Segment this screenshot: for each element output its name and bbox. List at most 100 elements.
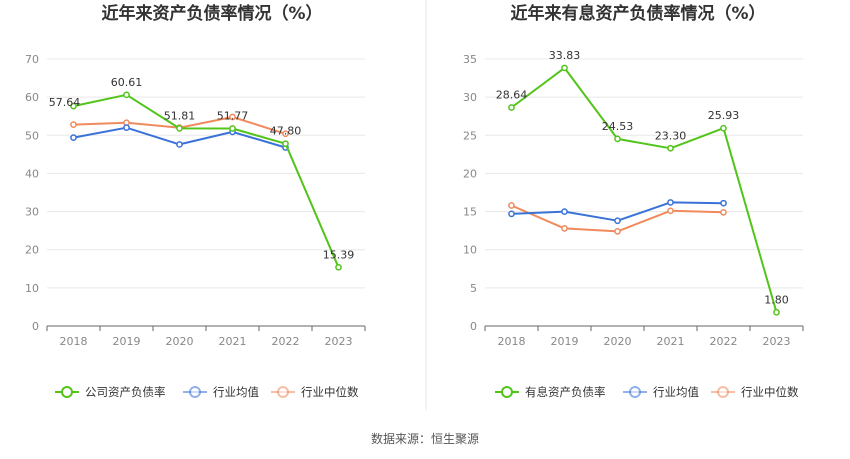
data-point	[282, 130, 289, 138]
data-label: 15.39	[323, 248, 355, 261]
data-point	[70, 102, 77, 110]
legend-item: 公司资产负债率	[55, 385, 166, 399]
legend-marker-icon	[501, 386, 513, 398]
chart-panel-2: 近年来有息资产负债率情况（%） 0 5 10 15 20 25 30 35 2018 2019 202…	[463, 3, 804, 399]
y-tick-label: 35	[463, 53, 477, 66]
legend: 公司资产负债率 行业均值 行业中位数	[55, 385, 359, 399]
data-label: 60.61	[111, 76, 143, 89]
series-median	[508, 202, 727, 235]
y-tick-label: 70	[25, 53, 39, 66]
series-line	[510, 66, 778, 313]
legend-label: 行业中位数	[741, 385, 799, 399]
legend-marker-icon	[629, 386, 641, 398]
x-tick-label: 2021	[219, 335, 247, 348]
legend-marker-icon	[189, 386, 201, 398]
data-point	[176, 125, 183, 132]
y-tick-label: 30	[25, 206, 39, 219]
data-point	[70, 134, 77, 141]
y-tick-label: 50	[25, 129, 39, 142]
data-point	[123, 91, 130, 99]
legend-item: 有息资产负债率	[495, 385, 606, 399]
y-tick-label: 15	[463, 206, 477, 219]
legend-marker-icon	[61, 386, 73, 398]
x-tick-label: 2022	[272, 335, 300, 348]
data-point	[561, 225, 568, 232]
x-tick-label: 2020	[166, 335, 194, 348]
legend-marker-icon	[717, 386, 729, 398]
series-main: 57.64 60.61 51.81 51.77 47.80 15.39	[49, 76, 355, 271]
x-tick-label: 2020	[604, 335, 632, 348]
data-point	[508, 202, 515, 209]
series-main: 28.64 33.83 24.53 23.30 25.93 1.80	[496, 49, 789, 316]
x-tick-label: 2019	[551, 335, 579, 348]
data-label: 28.64	[496, 89, 528, 102]
data-label: 23.30	[655, 129, 687, 142]
x-tick-label: 2019	[113, 335, 141, 348]
chart-title: 近年来资产负债率情况（%）	[101, 3, 322, 24]
chart-panel-1: 近年来资产负债率情况（%） 0 10 20 30 40 50 60 70 2018 2019 2020…	[25, 3, 366, 399]
data-point	[176, 141, 183, 148]
legend-marker-icon	[277, 386, 289, 398]
legend-item: 行业中位数	[271, 385, 359, 399]
data-point	[614, 228, 621, 235]
legend-label: 行业均值	[653, 385, 699, 399]
x-tick-label: 2018	[60, 335, 88, 348]
data-label: 1.80	[764, 293, 789, 306]
y-tick-label: 10	[463, 244, 477, 257]
data-label: 51.77	[217, 110, 249, 123]
data-point	[667, 199, 674, 206]
y-tick-label: 10	[25, 282, 39, 295]
data-point	[229, 125, 236, 132]
y-tick-label: 20	[25, 244, 39, 257]
data-point	[720, 208, 727, 216]
data-label: 51.81	[164, 109, 196, 122]
data-point	[773, 308, 780, 316]
x-tick-label: 2023	[325, 335, 353, 348]
data-point	[720, 199, 727, 207]
data-point	[508, 210, 515, 218]
y-tick-label: 0	[32, 320, 39, 333]
data-point	[282, 140, 289, 148]
x-tick-label: 2021	[657, 335, 685, 348]
data-point	[335, 263, 342, 271]
data-label: 57.64	[49, 96, 81, 109]
data-point	[720, 124, 727, 132]
data-point	[229, 113, 236, 121]
y-tick-label: 40	[25, 167, 39, 180]
x-tick-label: 2023	[763, 335, 791, 348]
legend-label: 有息资产负债率	[525, 385, 606, 399]
data-point	[614, 135, 621, 143]
data-label: 47.80	[270, 125, 302, 138]
data-point	[667, 207, 674, 215]
legend-item: 行业均值	[183, 385, 259, 399]
data-label: 25.93	[708, 109, 740, 122]
legend-label: 行业均值	[213, 385, 259, 399]
data-label: 24.53	[602, 120, 634, 133]
series-avg	[508, 199, 727, 225]
data-source-note: 数据来源：恒生聚源	[371, 431, 479, 446]
y-tick-label: 60	[25, 91, 39, 104]
data-point	[123, 124, 130, 132]
legend-label: 行业中位数	[301, 385, 359, 399]
data-point	[614, 217, 621, 225]
y-tick-label: 5	[470, 282, 477, 295]
x-tick-label: 2018	[498, 335, 526, 348]
y-tick-label: 25	[463, 129, 477, 142]
y-tick-label: 20	[463, 167, 477, 180]
data-point	[70, 121, 77, 128]
series-line	[73, 93, 340, 268]
series-avg	[70, 124, 289, 151]
y-tick-label: 30	[463, 91, 477, 104]
data-point	[561, 64, 568, 72]
data-point	[561, 208, 568, 215]
data-point	[508, 104, 515, 111]
chart-title: 近年来有息资产负债率情况（%）	[510, 3, 765, 24]
data-point	[667, 144, 674, 152]
x-tick-label: 2022	[710, 335, 738, 348]
legend-label: 公司资产负债率	[85, 385, 166, 399]
legend: 有息资产负债率 行业均值 行业中位数	[495, 385, 799, 399]
legend-item: 行业中位数	[711, 385, 799, 399]
legend-item: 行业均值	[623, 385, 699, 399]
